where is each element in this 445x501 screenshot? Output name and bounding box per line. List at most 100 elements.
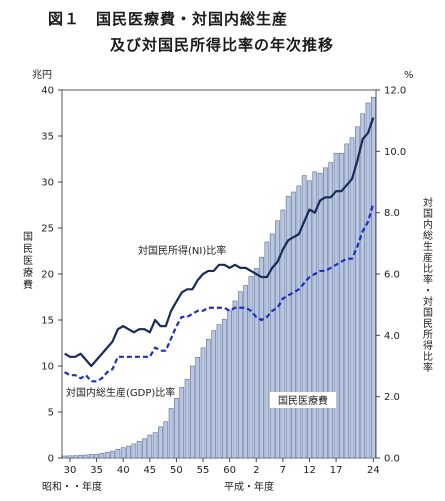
right-axis-label-char: 率 xyxy=(423,273,433,286)
annotation-ni-ratio: 対国民所得(NI)比率 xyxy=(138,244,226,257)
bar-S38 xyxy=(110,450,115,459)
annotation-medical-cost: 国民医療費 xyxy=(278,394,328,407)
right-axis-label-char: 内 xyxy=(423,218,433,231)
x-tick-label: 55 xyxy=(197,465,210,476)
bar-S58 xyxy=(216,324,222,459)
right-axis-label-char: 比 xyxy=(423,351,433,363)
right-axis-label-char: 所 xyxy=(423,329,433,341)
bar-S59 xyxy=(221,318,227,459)
right-axis-label-char: 総 xyxy=(423,229,433,242)
bar-H10 xyxy=(296,185,302,459)
bar-S60 xyxy=(227,310,233,459)
x-tick-label: 45 xyxy=(143,465,156,476)
bar-S29 xyxy=(62,455,68,459)
bar-S37 xyxy=(104,452,110,459)
left-tick-label: 35 xyxy=(41,132,54,143)
bar-S63 xyxy=(243,285,248,459)
chart-title-line2: 及び対国民所得比率の年次推移 xyxy=(110,36,335,54)
bar-H20 xyxy=(349,137,355,459)
x-tick-label: 7 xyxy=(280,465,286,476)
left-tick-label: 25 xyxy=(41,224,54,235)
bar-S34 xyxy=(88,454,94,459)
bar-S30 xyxy=(67,455,73,459)
right-axis-label-char: 率 xyxy=(423,361,433,374)
right-axis-label-char: 得 xyxy=(423,340,433,352)
left-unit-label: 兆円 xyxy=(32,69,52,81)
left-tick-label: 10 xyxy=(41,362,54,373)
bar-S31 xyxy=(72,455,78,459)
bar-H17 xyxy=(333,152,339,459)
annotation-bars-box xyxy=(270,392,336,408)
right-tick-label: 4.0 xyxy=(384,331,400,342)
right-axis-label-char: 産 xyxy=(423,251,433,264)
bar-S40 xyxy=(120,447,126,459)
x-tick-label: 50 xyxy=(170,465,183,476)
bar-H5 xyxy=(269,233,275,459)
bar-S44 xyxy=(142,438,147,459)
bar-S47 xyxy=(158,426,163,459)
bar-S33 xyxy=(83,454,89,459)
bar-H16 xyxy=(328,162,334,459)
right-axis-label-char: 対 xyxy=(423,295,433,308)
left-axis-label-char: 国 xyxy=(23,231,33,243)
bar-S51 xyxy=(179,387,185,459)
annotation-gdp-ratio: 対国内総生産(GDP)比率 xyxy=(66,386,175,399)
right-tick-label: 2.0 xyxy=(384,392,400,403)
bar-H22 xyxy=(360,113,366,459)
left-tick-label: 0 xyxy=(48,454,54,465)
right-tick-label: 12.0 xyxy=(384,86,406,97)
bar-H18 xyxy=(339,152,344,459)
bar-H9 xyxy=(291,191,296,459)
bar-H23 xyxy=(365,102,371,459)
bar-S42 xyxy=(131,443,137,459)
x-tick-label: 17 xyxy=(330,465,343,476)
bar-S50 xyxy=(174,398,179,459)
bar-S62 xyxy=(237,291,243,459)
left-tick-label: 15 xyxy=(41,316,54,327)
x-tick-label: 60 xyxy=(223,465,236,476)
x-axis-label-heisei: 平成・年度 xyxy=(224,480,274,493)
right-tick-label: 6.0 xyxy=(384,270,400,281)
axes-group: 0 5 10 15 20 25 30 35 40 0.0 2.0 4.0 6.0 8.0 10.0 12.0 3… xyxy=(41,86,406,477)
bar-S49 xyxy=(168,408,174,459)
bar-S46 xyxy=(152,432,158,459)
line-gdp-ratio xyxy=(64,203,375,383)
bar-H1 xyxy=(248,276,254,459)
bar-H4 xyxy=(264,241,270,459)
bar-H2 xyxy=(253,268,259,459)
bar-S41 xyxy=(126,445,131,459)
left-tick-label: 20 xyxy=(41,270,54,281)
left-axis-label-char: 療 xyxy=(23,266,33,279)
bar-S45 xyxy=(147,434,153,459)
right-axis-label-char: ・ xyxy=(423,286,433,297)
bar-H8 xyxy=(285,195,291,459)
x-tick-label: 30 xyxy=(64,465,77,476)
right-axis-label-char: 比 xyxy=(423,263,433,275)
bar-H21 xyxy=(355,126,360,459)
left-tick-label: 40 xyxy=(41,86,54,97)
bar-S52 xyxy=(184,378,190,459)
left-axis-label-char: 費 xyxy=(23,278,33,291)
left-tick-label: 5 xyxy=(48,408,54,419)
bar-H12 xyxy=(307,180,312,459)
right-tick-label: 0.0 xyxy=(384,454,400,465)
right-axis-label-char: 国 xyxy=(423,307,433,319)
bar-S39 xyxy=(115,449,121,459)
right-axis-label-char: 生 xyxy=(423,240,433,253)
bar-S35 xyxy=(94,453,99,459)
left-axis-label-char: 民 xyxy=(23,243,33,255)
x-tick-label: 40 xyxy=(117,465,130,476)
bar-S56 xyxy=(205,339,211,459)
bar-S43 xyxy=(136,441,142,459)
bar-S55 xyxy=(200,347,206,459)
bar-S48 xyxy=(163,421,169,459)
bar-H14 xyxy=(317,172,323,459)
right-axis-label-char: 国 xyxy=(423,208,433,220)
x-axis-label-showa: 昭和・・年度 xyxy=(42,480,102,493)
right-tick-label: 10.0 xyxy=(384,147,406,158)
bar-S57 xyxy=(211,330,217,459)
chart-title-line1: 図１ 国民医療費・対国内総生産 xyxy=(48,10,289,28)
bar-H6 xyxy=(275,220,280,459)
